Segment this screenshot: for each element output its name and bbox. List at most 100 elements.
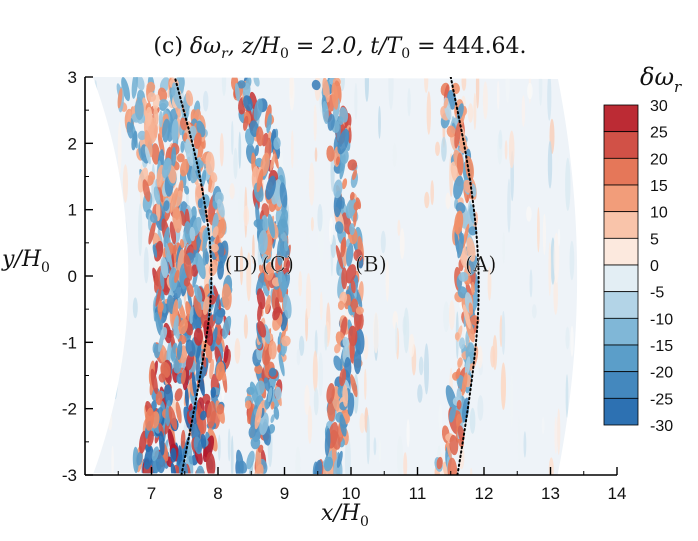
vortex-blob [158,110,163,128]
field-streak [482,81,488,120]
field-streak [426,91,431,135]
field-streak [308,162,315,206]
vortex-blob [210,171,218,183]
field-streak [443,301,450,333]
field-streak [565,157,571,211]
vortex-blob [454,121,461,149]
vortex-blob [162,157,172,179]
vortex-blob [150,400,157,412]
field-streak [305,273,312,320]
vortex-blob [455,202,466,214]
y-tick-label: -2 [62,400,77,419]
vortex-blob [346,242,354,267]
field-streak [117,121,122,175]
vortex-blob [180,369,187,385]
vortex-blob [278,352,285,377]
vortex-blob [183,253,193,281]
field-streak [219,132,224,167]
field-streak [407,87,411,117]
vortex-blob [255,202,261,231]
vortex-blob [144,445,154,470]
field-streak [234,338,241,364]
field-streak [392,143,397,168]
field-streak [477,395,484,421]
field-streak [477,345,483,369]
band-annotation: (D) [225,253,258,277]
field-streak [542,213,547,256]
field-streak [418,356,424,376]
field-streak [246,252,252,302]
vortex-blob [339,368,347,387]
vortex-blob [345,264,357,284]
field-streak [487,267,492,301]
vortex-blob [151,143,160,165]
x-axis-label: x/H0 [321,501,369,530]
field-streak [324,324,328,351]
vortex-blob [323,456,334,472]
vortex-blob [176,340,183,361]
field-streak [298,335,305,356]
vortex-blob [350,374,358,398]
vortex-blob [249,381,259,405]
field-streak [467,103,474,123]
colorbar-label: 30 [650,98,668,115]
vortex-blob [150,368,158,395]
vortex-blob [131,130,138,151]
field-streak [385,259,389,302]
colorbar-label: -10 [650,311,673,328]
colorbar-label: 25 [650,125,668,142]
vortex-blob [254,365,263,374]
field-streak [548,457,554,475]
y-tick-label: 0 [68,267,77,286]
vortex-blob [173,315,179,336]
field-streak [508,130,515,169]
vortex-blob [237,80,246,89]
vortex-blob [176,153,185,163]
x-tick-label: 8 [213,484,222,503]
colorbar-cell [603,344,639,373]
vortex-blob [337,128,350,155]
vortex-blob [267,213,275,239]
vortex-blob [278,209,289,235]
field-streak [202,90,209,112]
vortex-blob [195,358,201,381]
vortex-blob [200,169,207,189]
field-streak [521,95,526,127]
vortex-blob [185,138,194,167]
field-streak [317,203,323,232]
vortex-blob [347,305,353,316]
field-streak [553,232,560,284]
vortex-blob [250,436,261,450]
vortex-blob [267,387,273,403]
field-streak [555,134,559,177]
vortex-blob [202,435,215,463]
field-streak [395,321,398,354]
vortex-blob [461,372,468,396]
vortex-blob [170,447,177,463]
vortex-blob [333,179,343,199]
vortex-blob [188,455,193,465]
field-streak [517,415,521,464]
vortex-blob [254,403,263,430]
vortex-blob [345,238,350,248]
field-streak [111,445,114,475]
vortex-blob [210,243,219,253]
vortex-blob [285,259,291,271]
field-streak [537,207,540,253]
field-streak [531,304,537,319]
vortex-blob [257,444,264,453]
vortex-blob [453,175,464,200]
vortex-blob [257,320,267,338]
vortex-blob [335,156,340,166]
vortex-blob [147,430,154,447]
colorbar-label: -30 [650,418,673,435]
y-axis-label: y/H0 [1,247,50,276]
vortex-blob [458,337,466,350]
vortex-blob [149,213,158,224]
vortex-blob [468,302,474,316]
field-streak [554,416,558,454]
field-streak [239,246,244,286]
y-tick-label: -3 [62,466,77,485]
field-streak [557,408,561,456]
dotted-curve-inner [173,77,213,475]
